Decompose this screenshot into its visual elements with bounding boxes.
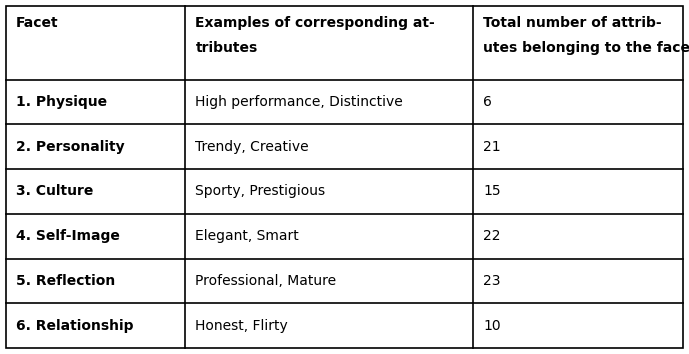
Text: Total number of attrib-
utes belonging to the facet: Total number of attrib- utes belonging t… bbox=[483, 16, 689, 55]
Text: 15: 15 bbox=[483, 184, 501, 198]
Text: Trendy, Creative: Trendy, Creative bbox=[196, 139, 309, 154]
Text: 6. Relationship: 6. Relationship bbox=[16, 319, 134, 333]
Text: 1. Physique: 1. Physique bbox=[16, 95, 107, 109]
Text: High performance, Distinctive: High performance, Distinctive bbox=[196, 95, 403, 109]
Text: Honest, Flirty: Honest, Flirty bbox=[196, 319, 288, 333]
Text: Sporty, Prestigious: Sporty, Prestigious bbox=[196, 184, 325, 198]
Text: Professional, Mature: Professional, Mature bbox=[196, 274, 336, 288]
Text: Elegant, Smart: Elegant, Smart bbox=[196, 229, 299, 243]
Text: 5. Reflection: 5. Reflection bbox=[16, 274, 115, 288]
Text: 3. Culture: 3. Culture bbox=[16, 184, 94, 198]
Text: Examples of corresponding at-
tributes: Examples of corresponding at- tributes bbox=[196, 16, 435, 55]
Text: 23: 23 bbox=[483, 274, 501, 288]
Text: 10: 10 bbox=[483, 319, 501, 333]
Text: 6: 6 bbox=[483, 95, 492, 109]
Text: Facet: Facet bbox=[16, 16, 59, 30]
Text: 22: 22 bbox=[483, 229, 501, 243]
Text: 2. Personality: 2. Personality bbox=[16, 139, 125, 154]
Text: 21: 21 bbox=[483, 139, 501, 154]
Text: 4. Self-Image: 4. Self-Image bbox=[16, 229, 120, 243]
